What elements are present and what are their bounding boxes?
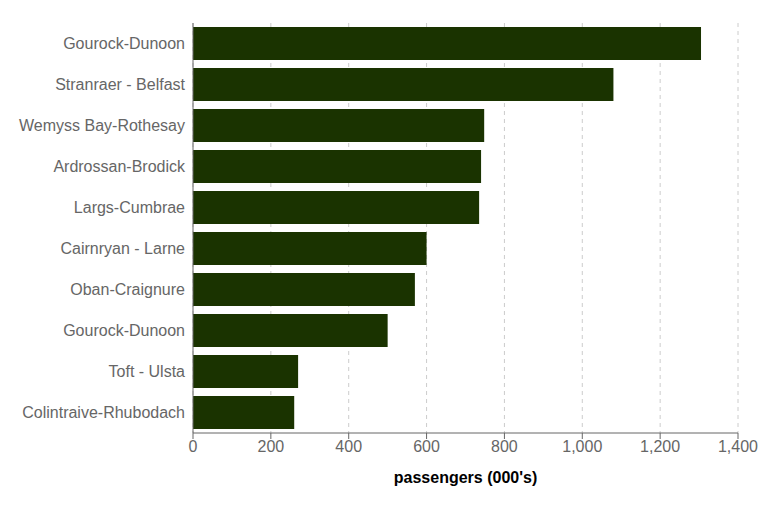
svg-text:passengers (000's): passengers (000's) [394,469,537,486]
svg-text:400: 400 [335,438,362,455]
svg-text:0: 0 [189,438,198,455]
svg-text:600: 600 [413,438,440,455]
svg-text:Oban-Craignure: Oban-Craignure [70,281,185,298]
svg-text:Largs-Cumbrae: Largs-Cumbrae [74,199,185,216]
svg-text:Wemyss Bay-Rothesay: Wemyss Bay-Rothesay [19,117,185,134]
svg-text:1,400: 1,400 [718,438,758,455]
svg-text:Colintraive-Rhubodach: Colintraive-Rhubodach [22,404,185,421]
svg-text:Stranraer - Belfast: Stranraer - Belfast [55,76,185,93]
svg-text:1,200: 1,200 [640,438,680,455]
svg-text:1,000: 1,000 [562,438,602,455]
svg-text:Gourock-Dunoon: Gourock-Dunoon [63,35,185,52]
svg-text:Toft - Ulsta: Toft - Ulsta [109,363,186,380]
svg-text:800: 800 [491,438,518,455]
svg-text:Cairnryan - Larne: Cairnryan - Larne [61,240,186,257]
svg-text:Ardrossan-Brodick: Ardrossan-Brodick [53,158,186,175]
svg-text:200: 200 [258,438,285,455]
svg-text:Gourock-Dunoon: Gourock-Dunoon [63,322,185,339]
